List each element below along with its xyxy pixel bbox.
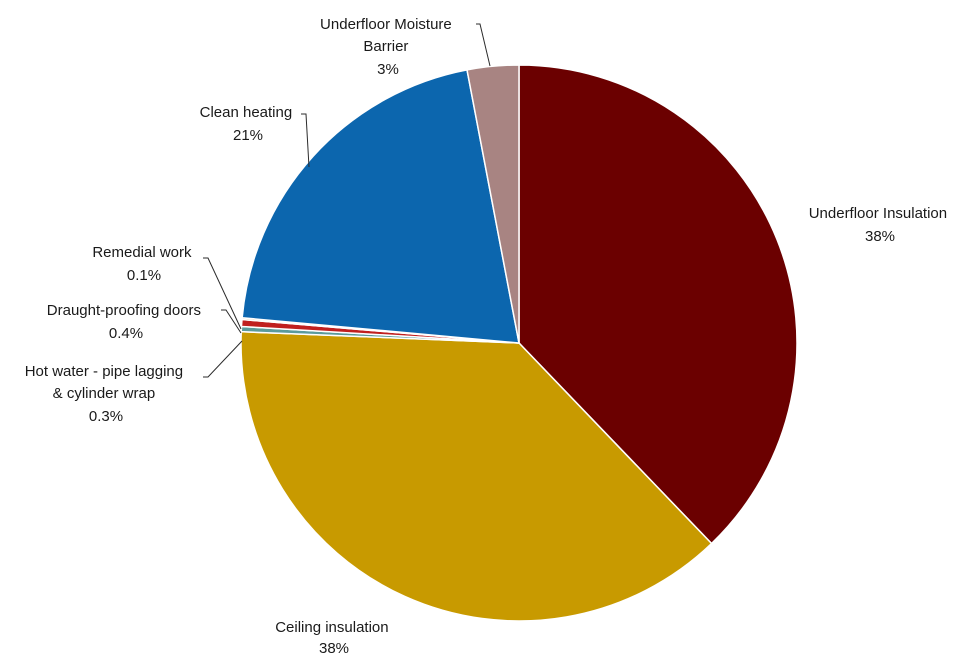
label-underfloor-moisture-barrier: Underfloor Moisture Barrier 3% xyxy=(320,16,456,78)
leader-hot-water xyxy=(203,340,243,378)
leader-remedial-work xyxy=(203,257,242,330)
leader-lines xyxy=(203,23,491,378)
label-remedial-work: Remedial work 0.1% xyxy=(92,244,195,284)
slice-underfloor-insulation xyxy=(518,64,798,545)
label-hot-water: Hot water - pipe lagging & cylinder wrap… xyxy=(25,363,188,425)
pie-slices xyxy=(240,64,798,622)
label-ceiling-insulation: Ceiling insulation 38% xyxy=(275,619,393,655)
slice-labels: Underfloor Insulation 38% Ceiling insula… xyxy=(25,16,952,655)
slice-underfloor-moisture-barrier xyxy=(466,64,520,344)
label-clean-heating: Clean heating 21% xyxy=(200,104,297,144)
slice-clean-heating xyxy=(241,69,520,344)
leader-clean-heating xyxy=(301,113,310,168)
leader-draught-proofing-doors xyxy=(221,309,242,334)
label-underfloor-insulation: Underfloor Insulation 38% xyxy=(809,205,952,245)
label-draught-proofing-doors: Draught-proofing doors 0.4% xyxy=(47,302,205,342)
slice-ceiling-insulation xyxy=(240,330,713,622)
leader-underfloor-moisture-barrier xyxy=(476,23,491,67)
